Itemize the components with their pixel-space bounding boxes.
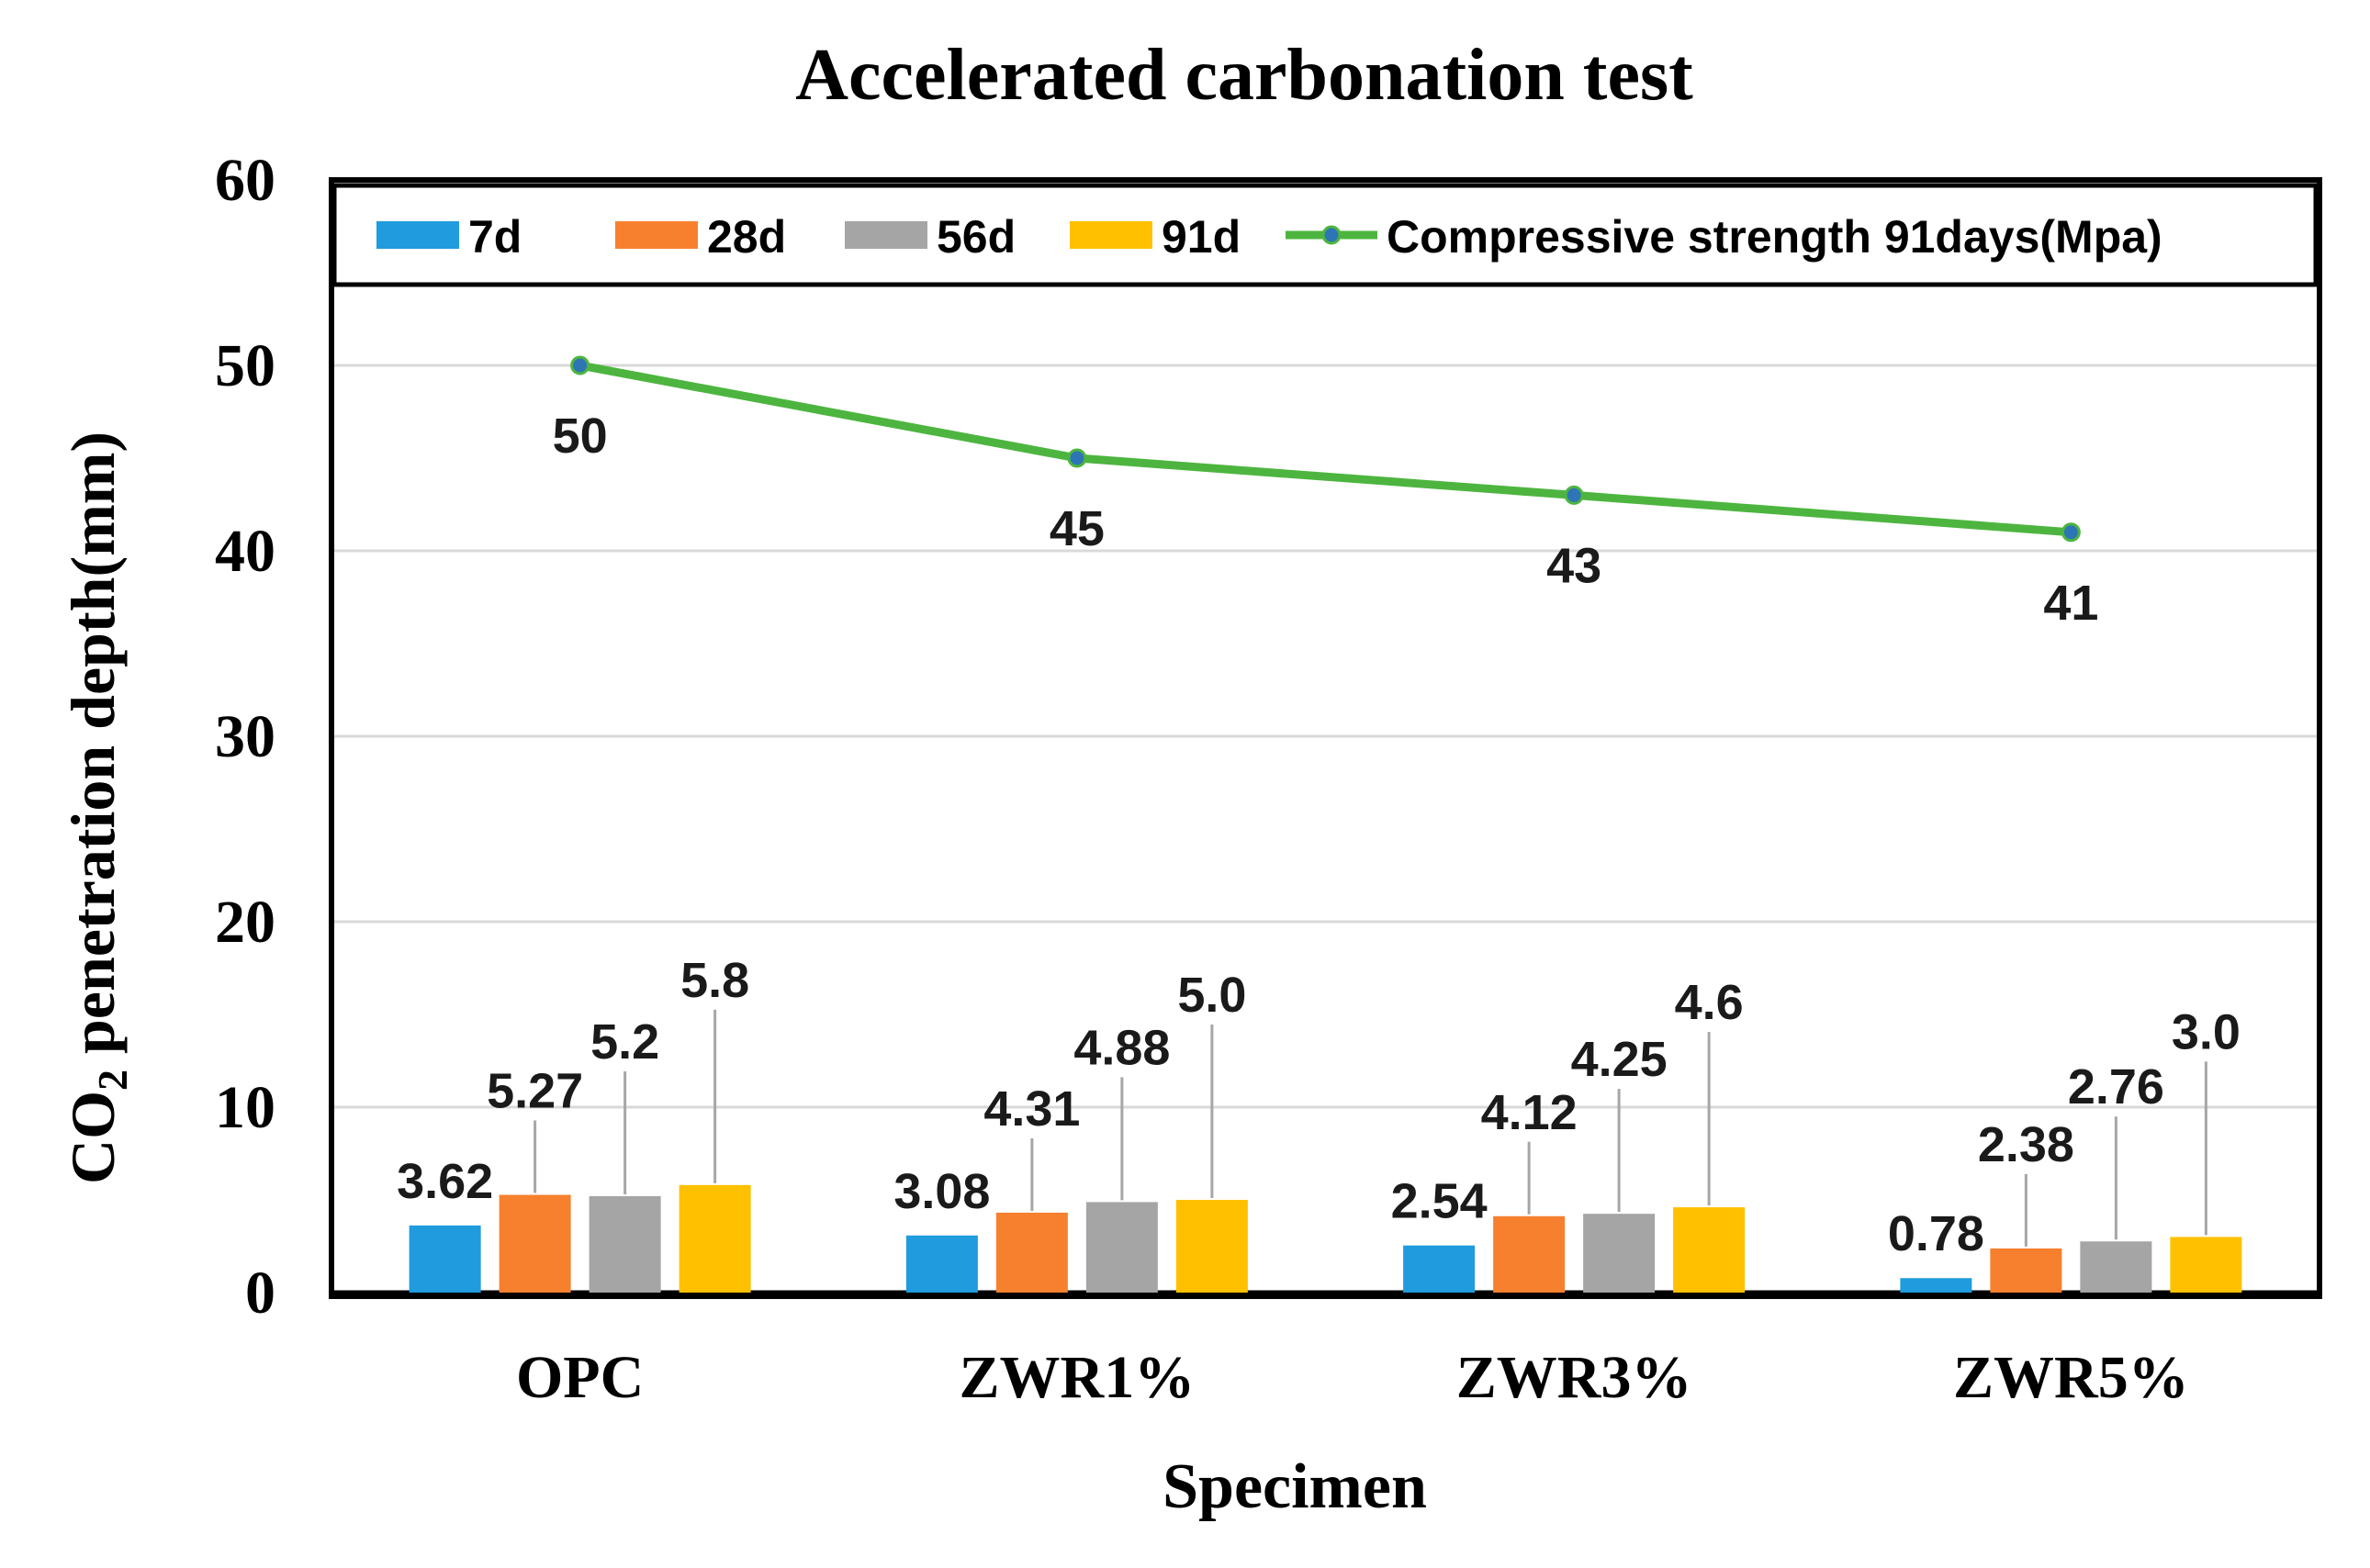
y-tick-label-50: 50: [215, 332, 275, 399]
y-axis-label-rest: penetration depth(mm): [58, 431, 128, 1070]
bar-91d-opc: [679, 1184, 751, 1293]
y-axis-label: CO2 penetration depth(mm): [58, 431, 136, 1184]
legend-swatch-56d: [845, 221, 927, 249]
bar-28d-zwr3pct: [1493, 1215, 1566, 1293]
strength-marker-zwr3pct: [1564, 485, 1584, 505]
y-tick-label-20: 20: [215, 889, 275, 956]
strength-label-zwr3pct: 43: [1546, 538, 1601, 593]
gridlines: [331, 364, 2319, 1295]
data-label-56d-opc: 5.2: [590, 1014, 659, 1070]
y-tick-label-10: 10: [215, 1074, 275, 1141]
data-label-56d-zwr5pct: 2.76: [2068, 1059, 2164, 1114]
data-label-91d-zwr1pct: 5.0: [1177, 968, 1246, 1023]
x-axis-label: Specimen: [1163, 1451, 1427, 1522]
y-axis-label-subscript: 2: [89, 1070, 136, 1091]
y-axis-label-co: CO: [58, 1091, 128, 1184]
strength-label-zwr1pct: 45: [1050, 501, 1105, 556]
bar-7d-zwr5pct: [1900, 1278, 1972, 1293]
strength-line-series: [570, 355, 2081, 543]
data-label-28d-zwr1pct: 4.31: [983, 1081, 1080, 1137]
legend-swatch-strength-marker: [1321, 225, 1342, 245]
bar-91d-zwr5pct: [2170, 1237, 2242, 1293]
data-label-28d-opc: 5.27: [487, 1064, 583, 1119]
legend-label-56d: 56d: [937, 211, 1016, 263]
data-label-7d-zwr1pct: 3.08: [893, 1164, 990, 1219]
legend-label-compressive-strength: Compressive strength 91days(Mpa): [1387, 211, 2162, 263]
bar-7d-zwr1pct: [905, 1235, 978, 1293]
bar-56d-opc: [589, 1195, 661, 1293]
bars: [409, 1184, 2242, 1293]
strength-line: [578, 361, 2072, 537]
bar-91d-zwr3pct: [1673, 1207, 1746, 1293]
y-tick-label-30: 30: [215, 703, 275, 770]
x-tick-label-zwr5pct: ZWR5%: [1953, 1344, 2189, 1411]
data-label-7d-zwr5pct: 0.78: [1888, 1206, 1984, 1261]
strength-marker-zwr5pct: [2061, 522, 2081, 543]
data-label-28d-zwr5pct: 2.38: [1978, 1117, 2074, 1172]
data-labels: 3.62 5.275.2 5.8 3.08 4.31 4.885.0 2.54 4.124.2…: [397, 409, 2241, 1261]
legend: 7d 28d 56d 91d Compressive strength 91days(M…: [331, 183, 2319, 287]
data-label-91d-opc: 5.8: [680, 953, 749, 1008]
x-axis-ticks: OPC ZWR1% ZWR3% ZWR5%: [516, 1344, 2189, 1411]
legend-label-28d: 28d: [707, 211, 786, 263]
bar-7d-zwr3pct: [1403, 1245, 1476, 1293]
data-label-56d-zwr3pct: 4.25: [1571, 1032, 1668, 1087]
data-label-28d-zwr3pct: 4.12: [1481, 1085, 1578, 1140]
label-leader-lines: [534, 1009, 2207, 1247]
y-tick-label-0: 0: [245, 1260, 275, 1327]
y-tick-label-40: 40: [215, 518, 275, 585]
legend-swatch-91d: [1070, 221, 1152, 249]
data-label-7d-opc: 3.62: [397, 1154, 493, 1209]
bar-7d-opc: [409, 1225, 481, 1293]
strength-marker-opc: [570, 355, 590, 375]
strength-marker-zwr1pct: [1067, 448, 1087, 468]
bar-91d-zwr1pct: [1175, 1200, 1248, 1293]
x-tick-label-zwr3pct: ZWR3%: [1456, 1344, 1692, 1411]
strength-label-opc: 50: [553, 409, 608, 464]
bar-28d-zwr1pct: [995, 1212, 1068, 1293]
y-axis-ticks: 0 10 20 30 40 50 60: [215, 147, 275, 1327]
bar-28d-zwr5pct: [1990, 1248, 2062, 1293]
y-tick-label-60: 60: [215, 147, 275, 214]
bar-56d-zwr3pct: [1583, 1214, 1656, 1293]
data-label-7d-zwr3pct: 2.54: [1391, 1174, 1488, 1229]
x-tick-label-opc: OPC: [516, 1344, 644, 1411]
plot-area-frame: [329, 177, 2322, 1299]
data-label-91d-zwr5pct: 3.0: [2172, 1004, 2241, 1059]
bar-56d-zwr5pct: [2080, 1241, 2152, 1293]
legend-label-91d: 91d: [1162, 211, 1241, 263]
legend-swatch-28d: [615, 221, 698, 249]
strength-label-zwr5pct: 41: [2043, 576, 2098, 631]
bar-56d-zwr1pct: [1085, 1202, 1158, 1293]
legend-swatch-7d: [376, 221, 459, 249]
bar-28d-opc: [499, 1194, 571, 1293]
x-tick-label-zwr1pct: ZWR1%: [960, 1344, 1196, 1411]
data-label-91d-zwr3pct: 4.6: [1675, 975, 1744, 1030]
chart-title: Accelerated carbonation test: [795, 35, 1693, 116]
legend-label-7d: 7d: [468, 211, 522, 263]
data-label-56d-zwr1pct: 4.88: [1073, 1020, 1170, 1075]
